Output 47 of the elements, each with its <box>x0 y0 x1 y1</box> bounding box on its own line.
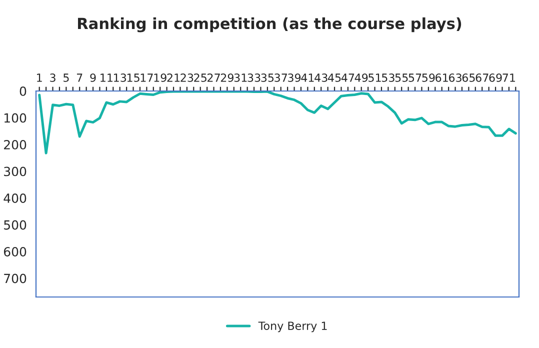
x-tick-label: 7 <box>76 74 82 82</box>
x-tick-label: 59 <box>422 74 435 82</box>
x-tick-label: 1 <box>37 74 42 82</box>
x-tick-label: 37 <box>274 74 287 82</box>
x-tick-label: 41 <box>301 74 314 82</box>
x-tick-label: 5 <box>64 74 69 82</box>
x-tick-label: 3 <box>50 74 56 82</box>
x-tick-label: 53 <box>382 74 394 82</box>
x-tick-label: 69 <box>489 74 502 82</box>
y-tick-label: 300 <box>4 166 26 176</box>
y-tick-label: 700 <box>4 274 26 284</box>
x-tick-label: 51 <box>368 74 381 82</box>
x-tick-label: 33 <box>248 74 260 82</box>
x-tick-label: 35 <box>261 74 274 82</box>
x-tick-label: 67 <box>476 74 488 82</box>
x-tick-label: 19 <box>154 74 166 82</box>
y-tick-label: 600 <box>4 246 26 256</box>
y-tick-label: 0 <box>20 86 26 96</box>
x-tick-label: 49 <box>354 74 368 82</box>
x-tick-label: 39 <box>288 74 301 82</box>
x-tick-label: 63 <box>448 74 462 82</box>
x-tick-label: 29 <box>220 74 234 82</box>
x-tick-label: 43 <box>314 74 328 82</box>
x-tick-label: 21 <box>167 74 180 82</box>
x-tick-label: 71 <box>502 74 515 82</box>
x-tick-label: 61 <box>436 74 448 82</box>
chart-title: Ranking in competition (as the course plays) <box>78 17 462 32</box>
y-tick-label: 500 <box>4 220 26 230</box>
x-tick-label: 9 <box>90 74 96 82</box>
x-tick-label: 23 <box>180 74 194 82</box>
y-tick-label: 200 <box>4 140 26 150</box>
x-tick-label: 57 <box>408 74 422 82</box>
line-series <box>38 91 517 154</box>
x-tick-label: 13 <box>114 74 126 82</box>
y-tick-label: 400 <box>4 193 26 203</box>
x-tick-label: 45 <box>328 74 341 82</box>
x-tick-label: 65 <box>462 74 475 82</box>
x-tick-label: 17 <box>140 74 153 82</box>
y-tick-label: 100 <box>4 113 26 123</box>
x-tick-label: 15 <box>127 74 140 82</box>
x-tick-label: 11 <box>100 74 112 82</box>
x-tick-label: 47 <box>341 74 354 82</box>
legend-label: Tony Berry 1 <box>258 322 327 332</box>
x-tick-label: 55 <box>395 74 408 82</box>
x-tick-label: 31 <box>234 74 247 82</box>
x-tick-label: 25 <box>194 74 206 82</box>
x-tick-label: 27 <box>208 74 220 82</box>
